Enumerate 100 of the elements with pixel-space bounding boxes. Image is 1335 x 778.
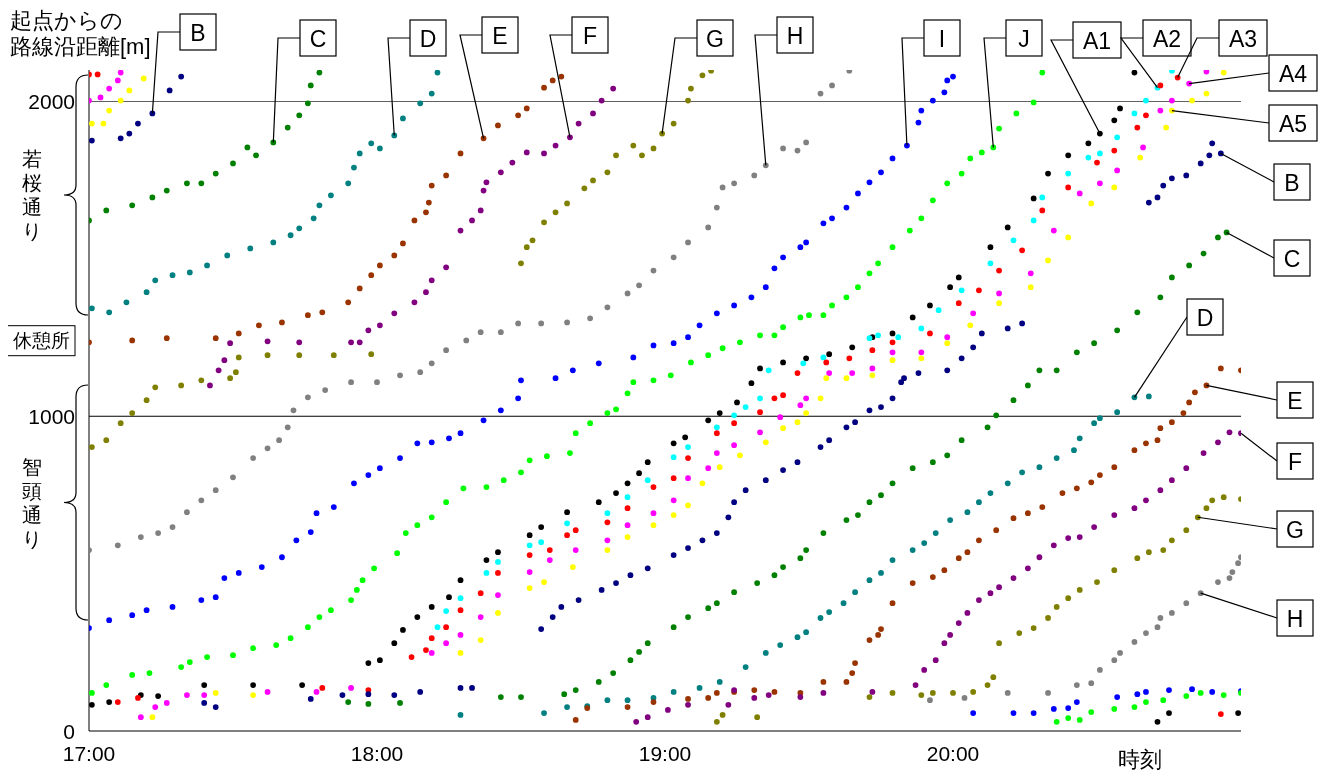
point [526, 532, 533, 539]
point [1166, 710, 1172, 716]
point [604, 519, 611, 526]
point [958, 287, 965, 294]
point [135, 120, 141, 127]
point [443, 640, 449, 647]
point [685, 545, 691, 551]
point [777, 414, 784, 421]
point [423, 647, 429, 653]
point [613, 580, 619, 586]
annotation: I [938, 26, 946, 52]
callout-connector: A5 [1171, 104, 1318, 142]
point [967, 322, 974, 329]
annotation: F [1287, 449, 1303, 475]
point [1203, 90, 1210, 97]
point [152, 704, 159, 710]
point [339, 692, 346, 698]
point [526, 542, 533, 549]
point [572, 547, 579, 553]
point [495, 570, 501, 576]
point [817, 444, 824, 450]
callout-connector: H [754, 16, 814, 166]
callout-connector: B [151, 13, 217, 115]
point [624, 505, 631, 512]
point [457, 685, 464, 691]
point [849, 370, 856, 376]
point [178, 73, 185, 80]
point [348, 685, 354, 691]
point [1045, 257, 1051, 264]
point [163, 700, 170, 706]
y-tick-label: 休憩所 [13, 330, 70, 352]
annotation: D [1196, 305, 1214, 331]
y-tick-label: 1000 [28, 404, 75, 428]
point [546, 547, 553, 553]
point [1163, 124, 1169, 131]
point [149, 714, 156, 721]
point [794, 459, 801, 466]
point [780, 425, 786, 432]
callout-connector: H [1200, 592, 1314, 637]
point [469, 685, 475, 691]
point [1206, 152, 1213, 159]
point [803, 410, 809, 416]
point [1140, 144, 1146, 151]
point [918, 325, 925, 332]
point [889, 395, 896, 402]
point [1030, 195, 1037, 202]
point [604, 537, 611, 544]
point [604, 510, 611, 517]
point [155, 693, 161, 699]
point [1065, 234, 1072, 241]
point [201, 692, 208, 698]
point [734, 399, 740, 406]
x-axis-title: 時刻 [1118, 746, 1162, 774]
point [595, 499, 602, 506]
point [826, 351, 833, 358]
point [670, 440, 677, 447]
point [569, 564, 576, 570]
point [757, 409, 763, 416]
point [987, 260, 994, 267]
point [100, 120, 107, 127]
point [1039, 207, 1046, 214]
point [1203, 70, 1210, 75]
point [843, 424, 850, 431]
point [1209, 140, 1216, 147]
point [212, 704, 219, 710]
point [250, 682, 257, 688]
point [1134, 124, 1141, 131]
point [713, 450, 720, 456]
point [685, 502, 691, 509]
point [627, 572, 634, 579]
point [1094, 159, 1100, 166]
point [820, 354, 827, 361]
point [428, 635, 435, 642]
point [446, 594, 452, 601]
callout-connector: A1 [1050, 21, 1122, 135]
point [443, 624, 449, 630]
point [869, 372, 876, 379]
callout-connector: B [1220, 152, 1311, 201]
point [1131, 110, 1138, 117]
point [944, 340, 951, 347]
point [713, 424, 720, 431]
point [1220, 70, 1227, 76]
point [1143, 97, 1149, 104]
point [477, 590, 484, 597]
point [434, 624, 441, 630]
point [742, 487, 749, 494]
point [526, 585, 533, 591]
annotation: D [419, 26, 437, 52]
point [1085, 154, 1092, 161]
point [650, 484, 657, 490]
point [944, 334, 951, 341]
point [636, 470, 642, 477]
point [564, 532, 570, 539]
y-axis-title: 起点からの路線沿距離[m] [10, 8, 152, 60]
point [780, 392, 786, 399]
annotation: A3 [1228, 26, 1258, 52]
point [1137, 154, 1144, 161]
point [1183, 172, 1190, 179]
point [365, 660, 372, 666]
y-tick-label: 0 [63, 719, 75, 743]
